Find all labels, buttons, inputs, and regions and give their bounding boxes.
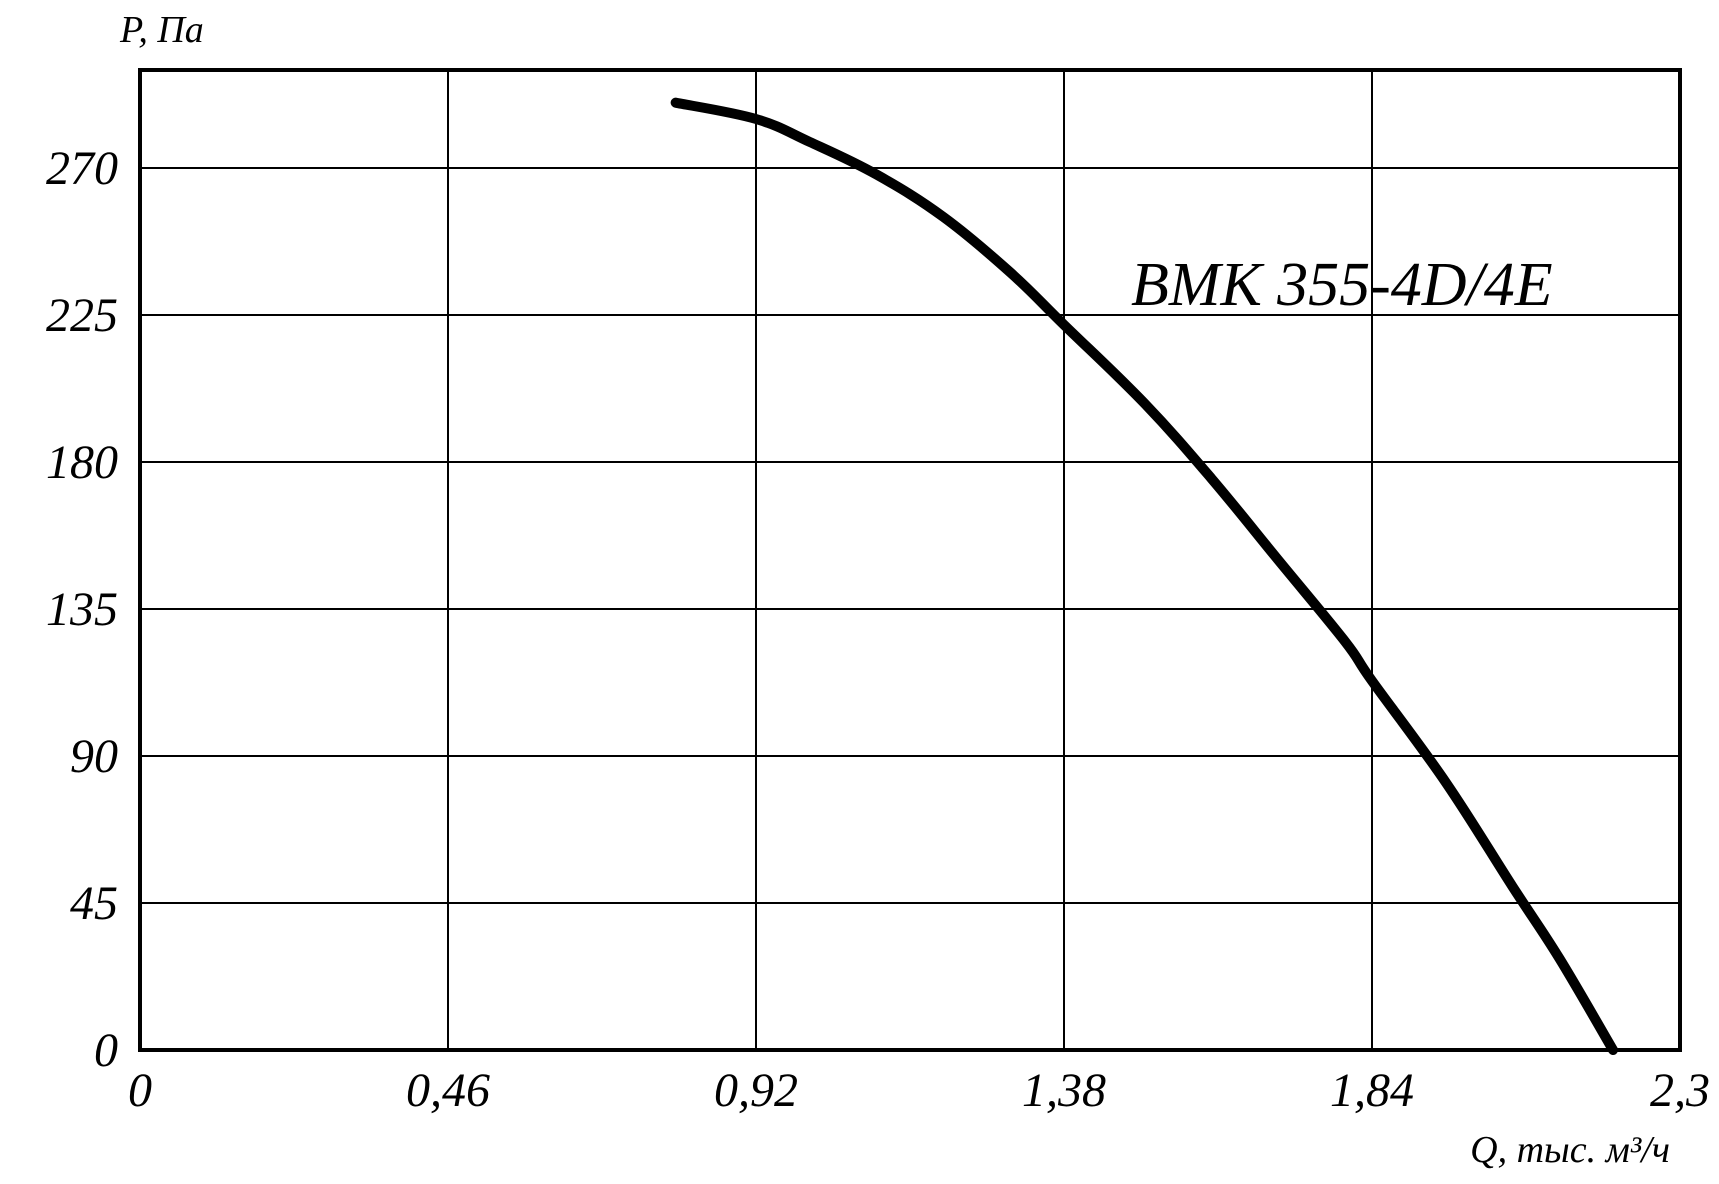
- curve-label: ВМК 355-4D/4E: [1131, 251, 1553, 319]
- x-tick-label: 0,92: [714, 1064, 798, 1117]
- y-tick-label: 45: [70, 877, 118, 930]
- x-tick-label: 0,46: [406, 1064, 490, 1117]
- fan-curve-chart: 0 0,46 0,92 1,38 1,84 2,3 0 45 90 135 180 225 270 P, …: [0, 0, 1719, 1184]
- x-tick-label: 1,84: [1330, 1064, 1414, 1117]
- x-axis-label: Q, тыс. м³/ч: [1470, 1129, 1670, 1171]
- y-tick-label: 90: [70, 730, 118, 783]
- y-tick-label: 135: [46, 583, 118, 636]
- x-tick-label: 0: [128, 1064, 152, 1117]
- x-tick-label: 2,3: [1650, 1064, 1710, 1117]
- y-axis-label: P, Па: [119, 9, 204, 51]
- y-tick-label: 0: [94, 1024, 118, 1077]
- x-tick-label: 1,38: [1022, 1064, 1106, 1117]
- y-tick-label: 180: [46, 436, 118, 489]
- chart-svg: 0 0,46 0,92 1,38 1,84 2,3 0 45 90 135 180 225 270 P, …: [0, 0, 1719, 1184]
- y-tick-label: 225: [46, 289, 118, 342]
- y-tick-label: 270: [46, 142, 118, 195]
